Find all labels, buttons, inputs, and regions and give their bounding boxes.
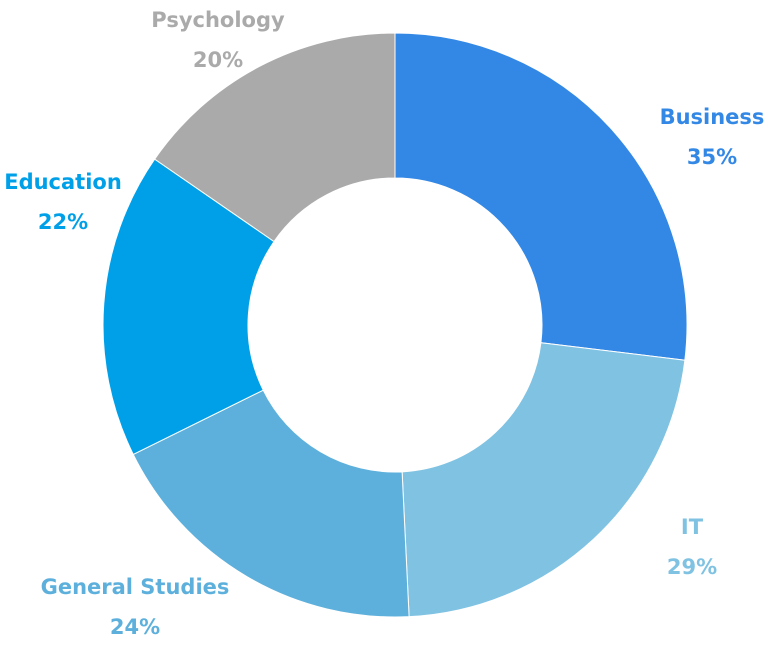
slice-label: IT (681, 515, 704, 539)
slice-label: Business (660, 105, 765, 129)
donut-slice (394, 32, 688, 361)
slice-value-label: 20% (193, 48, 243, 72)
slice-label: Education (4, 170, 122, 194)
slice-value-label: 29% (667, 555, 717, 579)
donut-slice (132, 389, 410, 618)
donut-slice (153, 32, 396, 243)
slice-label: General Studies (41, 575, 230, 599)
slice-value-label: 22% (38, 210, 88, 234)
slice-label: Psychology (151, 8, 285, 32)
slice-value-label: 35% (687, 145, 737, 169)
donut-slice (102, 158, 275, 456)
slice-value-label: 24% (110, 615, 160, 639)
donut-slice (401, 342, 686, 618)
